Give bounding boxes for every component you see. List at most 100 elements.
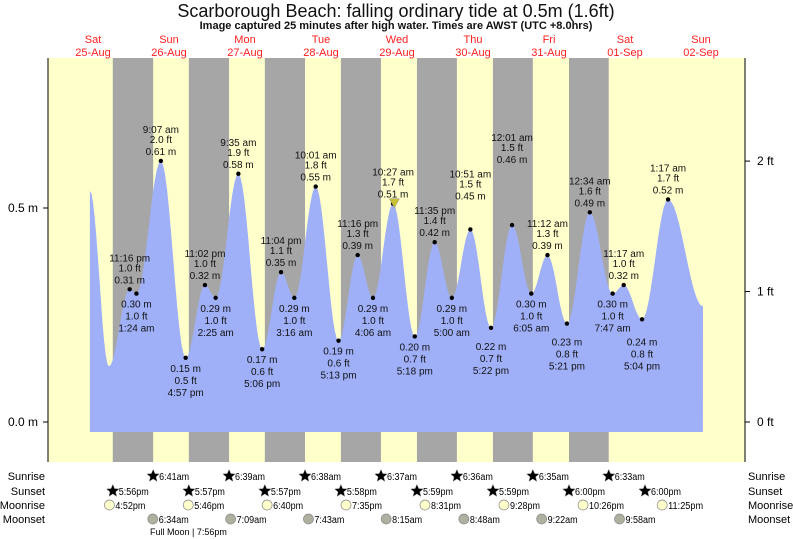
moonset-time: 7:09am	[237, 515, 267, 526]
date-label: 27-Aug	[227, 47, 262, 59]
tide-point-marker	[432, 240, 437, 245]
tide-label-time: 7:47 am	[595, 324, 631, 335]
high-tide-point: 9:35 am1.9 ft0.58 m	[220, 138, 256, 176]
tide-point-marker	[564, 321, 570, 326]
high-tide-point: 11:02 pm1.0 ft0.32 m	[184, 249, 225, 288]
tide-label-ft: 0.7 ft	[480, 354, 502, 365]
tide-label-time: 5:06 pm	[244, 379, 280, 390]
tide-label-ft: 1.0 ft	[520, 312, 542, 323]
moonset-moon-icon	[458, 513, 470, 525]
moonrise-moon-icon	[340, 499, 352, 511]
tide-point-marker	[509, 222, 515, 228]
moonrise-time: 9:28pm	[510, 501, 540, 512]
tide-label-ft: 0.6 ft	[251, 367, 273, 378]
tide-label-m: 0.30 m	[597, 300, 628, 311]
tide-point-marker	[610, 291, 615, 296]
moonrise-moon-icon	[656, 499, 668, 511]
tide-point-marker	[412, 334, 417, 339]
tide-label-ft: 1.5 ft	[501, 143, 523, 154]
tide-point-marker	[213, 295, 218, 301]
low-tide-point: 0.29 m1.0 ft4:06 am	[355, 295, 391, 339]
tide-label-time: 12:34 am	[569, 176, 611, 187]
low-tide-point: 0.20 m0.7 ft5:18 pm	[397, 334, 433, 377]
moonset-moon-icon	[614, 513, 625, 525]
date-label: 01-Sep	[607, 47, 642, 59]
tide-label-m: 0.30 m	[121, 300, 152, 311]
tide-point-marker	[639, 317, 645, 322]
moonrise-time: 5:46pm	[194, 501, 224, 512]
sunset-star-icon	[258, 483, 272, 497]
tide-label-m: 0.49 m	[575, 198, 606, 209]
high-tide-point: 12:01 am1.5 ft0.46 m	[491, 133, 533, 228]
chart-subtitle: Image captured 25 minutes after high wat…	[200, 20, 593, 32]
moonrise-time: 4:52pm	[115, 501, 145, 512]
left-tick-label: 0.0 m	[8, 415, 38, 429]
sunrise-time: 6:33am	[615, 472, 645, 483]
high-tide-point: 12:34 am1.6 ft0.49 m	[569, 176, 611, 215]
tide-label-ft: 1.0 ft	[283, 316, 305, 327]
tide-label-time: 11:35 pm	[414, 206, 455, 217]
sunrise-star-icon	[601, 468, 616, 482]
moonset-time: 6:34am	[159, 515, 189, 526]
sunset-star-icon	[562, 483, 576, 497]
tide-label-m: 0.39 m	[532, 241, 563, 252]
sunset-time: 5:57pm	[195, 487, 225, 498]
low-tide-point: 0.30 m1.0 ft6:05 am	[513, 291, 549, 335]
tide-label-ft: 1.0 ft	[441, 316, 463, 327]
moonset-row-label-left: Moonset	[3, 514, 45, 526]
tide-label-time: 11:02 pm	[184, 249, 225, 260]
tide-label-time: 5:22 pm	[473, 366, 509, 377]
low-tide-point: 0.30 m1.0 ft1:24 am	[118, 291, 155, 335]
moonset-time: 9:58am	[626, 515, 656, 526]
right-tick-label: 1 ft	[757, 285, 774, 299]
tide-label-time: 4:57 pm	[168, 388, 204, 399]
tide-label-time: 4:06 am	[355, 328, 391, 339]
low-tide-point: 0.22 m0.7 ft5:22 pm	[473, 325, 509, 377]
sunset-star-icon	[182, 483, 196, 497]
tide-label-time: 11:17 am	[603, 249, 644, 260]
tide-label-m: 0.17 m	[247, 355, 278, 366]
tide-label-time: 9:07 am	[143, 125, 179, 136]
high-tide-point: 9:07 am2.0 ft0.61 m	[143, 125, 179, 164]
day-label: Fri	[543, 34, 556, 46]
sunrise-row-label-left: Sunrise	[8, 471, 45, 483]
sunrise-star-icon	[450, 468, 464, 482]
sunset-star-icon	[638, 483, 652, 497]
low-tide-point: 0.17 m0.6 ft5:06 pm	[244, 347, 280, 390]
tide-point-marker	[278, 270, 284, 275]
moonset-moon-icon	[380, 513, 392, 525]
moonrise-time: 11:25pm	[668, 501, 703, 512]
moonset-time: 7:43am	[314, 515, 344, 526]
moonrise-moon-icon	[419, 499, 431, 511]
sunset-time: 5:56pm	[119, 487, 149, 498]
tide-label-m: 0.58 m	[223, 160, 254, 171]
right-tick-label: 2 ft	[757, 154, 774, 168]
tide-point-marker	[127, 287, 132, 292]
tide-label-ft: 1.0 ft	[613, 259, 635, 270]
tide-point-marker	[665, 197, 671, 202]
moon-phase-label: Full Moon | 7:56pm	[150, 527, 227, 537]
tide-label-ft: 1.3 ft	[347, 229, 369, 240]
sunrise-star-icon	[526, 468, 540, 482]
low-tide-point: 0.19 m0.6 ft5:13 pm	[320, 338, 357, 382]
tide-label-m: 0.19 m	[323, 347, 354, 358]
tide-point-marker	[370, 295, 376, 301]
tide-label-time: 10:51 am	[450, 169, 492, 180]
date-label: 25-Aug	[75, 47, 110, 59]
tide-label-m: 0.30 m	[516, 300, 547, 311]
high-tide-point: 10:01 am1.8 ft0.55 m	[295, 151, 337, 189]
moonrise-row-label-left: Moonrise	[0, 500, 45, 512]
tide-label-ft: 1.0 ft	[194, 259, 216, 270]
moonset-moon-icon	[536, 513, 548, 525]
tide-label-m: 0.32 m	[608, 271, 639, 282]
moonrise-time: 6:40pm	[273, 501, 303, 512]
tide-label-m: 0.29 m	[279, 304, 310, 315]
tide-label-time: 10:27 am	[372, 168, 414, 179]
high-tide-point: 10:51 am1.5 ft0.45 m	[450, 169, 492, 232]
tide-label-time: 12:01 am	[491, 133, 533, 144]
tide-label-m: 0.35 m	[266, 258, 297, 269]
moonrise-time: 7:35pm	[352, 501, 382, 512]
tide-label-ft: 1.5 ft	[459, 179, 481, 190]
left-tick-label: 0.5 m	[8, 201, 38, 215]
date-label: 26-Aug	[151, 47, 186, 59]
